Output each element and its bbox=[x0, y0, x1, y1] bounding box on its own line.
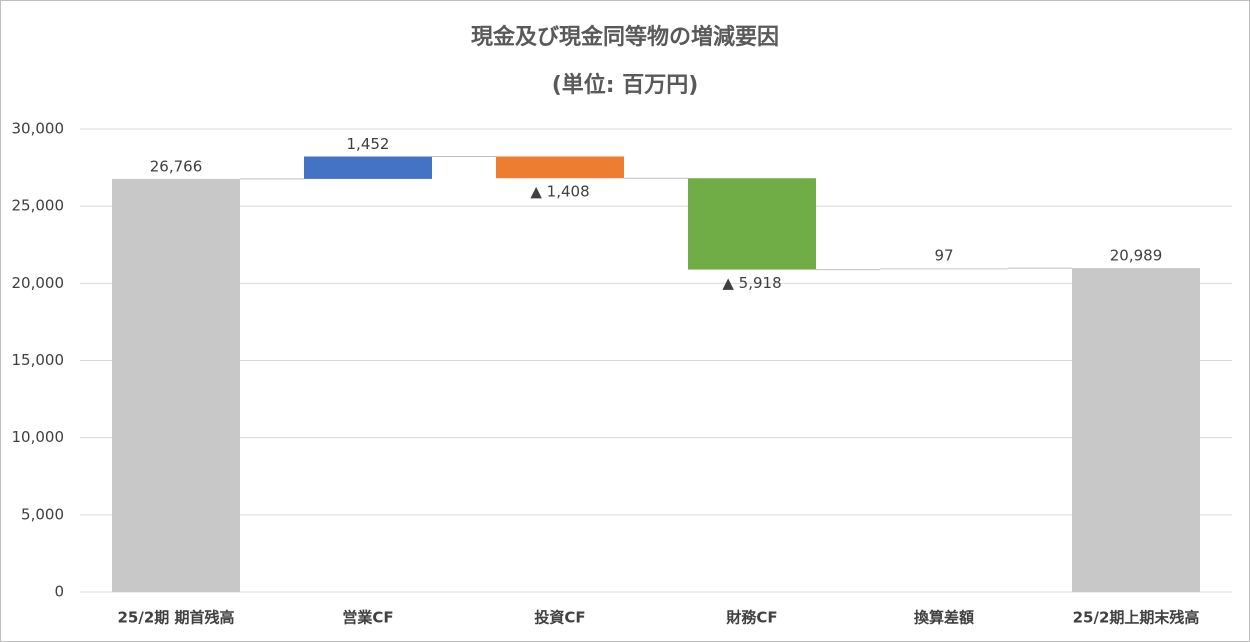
y-tick-label: 30,000 bbox=[12, 120, 65, 138]
value-label: ▲ 1,408 bbox=[530, 183, 589, 201]
x-tick-label: 投資CF bbox=[534, 609, 585, 627]
value-label: 1,452 bbox=[347, 135, 390, 153]
y-tick-label: 25,000 bbox=[12, 197, 65, 215]
value-label: 26,766 bbox=[150, 157, 203, 175]
y-tick-label: 5,000 bbox=[21, 505, 64, 523]
chart-subtitle: (単位: 百万円) bbox=[552, 72, 699, 98]
bar bbox=[112, 178, 240, 592]
x-tick-label: 営業CF bbox=[342, 609, 393, 627]
value-label: 20,989 bbox=[1110, 247, 1163, 265]
y-tick-label: 15,000 bbox=[12, 351, 65, 369]
bar bbox=[496, 156, 624, 179]
bar bbox=[304, 156, 432, 179]
x-tick-label: 25/2期上期末残高 bbox=[1073, 609, 1200, 627]
y-tick-label: 10,000 bbox=[12, 428, 65, 446]
x-tick-label: 換算差額 bbox=[914, 609, 974, 627]
value-label: ▲ 5,918 bbox=[722, 274, 781, 292]
bar bbox=[880, 268, 1008, 270]
y-tick-label: 0 bbox=[54, 583, 64, 601]
bar bbox=[688, 178, 816, 270]
value-label: 97 bbox=[934, 247, 953, 265]
chart-title: 現金及び現金同等物の増減要因 bbox=[471, 24, 779, 50]
y-tick-label: 20,000 bbox=[12, 274, 65, 292]
x-tick-label: 25/2期 期首残高 bbox=[117, 609, 234, 627]
x-tick-label: 財務CF bbox=[725, 609, 777, 627]
bar bbox=[1072, 268, 1200, 592]
